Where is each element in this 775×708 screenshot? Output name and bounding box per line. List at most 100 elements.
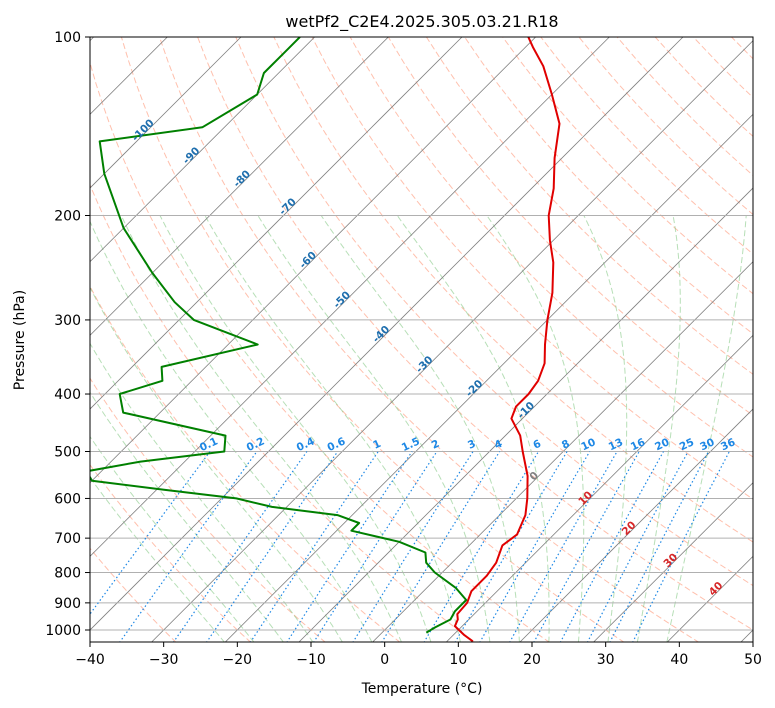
isotherm-line bbox=[90, 37, 610, 557]
mixing-ratio-line bbox=[249, 451, 379, 642]
series-lines bbox=[90, 37, 561, 642]
mixing-ratio-line bbox=[313, 451, 438, 642]
dry-adiabat bbox=[654, 37, 753, 138]
dry-adiabat bbox=[387, 37, 753, 416]
isotherm-label: -50 bbox=[331, 289, 353, 311]
isotherm-line bbox=[519, 408, 753, 642]
isotherm-line bbox=[90, 37, 463, 410]
dry-adiabat bbox=[90, 285, 401, 642]
moist-adiabat bbox=[120, 215, 402, 642]
moist-adiabat bbox=[636, 215, 681, 642]
x-tick-label: 10 bbox=[449, 652, 467, 668]
moist-adiabat bbox=[159, 215, 432, 642]
isotherm-line bbox=[90, 37, 242, 189]
x-tick-label: 50 bbox=[744, 652, 762, 668]
x-axis-label: Temperature (°C) bbox=[361, 681, 483, 697]
plot-frame bbox=[89, 36, 754, 643]
x-tick-label: 30 bbox=[597, 652, 615, 668]
isotherm-line bbox=[90, 37, 389, 336]
y-axis: 100 200 300 400 500 600 700 800 900 1000 bbox=[45, 30, 90, 639]
dry-adiabat bbox=[616, 37, 753, 177]
isotherm-line bbox=[90, 37, 536, 484]
isotherm-line bbox=[151, 40, 753, 642]
y-tick-label: 600 bbox=[54, 491, 81, 507]
y-tick-label: 1000 bbox=[45, 623, 81, 639]
dry-adiabat bbox=[90, 464, 252, 642]
mixing-ratio-line bbox=[559, 451, 665, 642]
y-tick-label: 100 bbox=[54, 30, 81, 46]
mixing-ratio-line bbox=[509, 451, 618, 642]
dry-adiabat bbox=[90, 377, 326, 642]
dry-adiabat bbox=[197, 37, 753, 631]
dry-adiabat bbox=[349, 37, 753, 458]
mixing-ratio-line bbox=[586, 451, 689, 642]
mixing-ratio-label: 30 bbox=[698, 436, 716, 453]
moist-adiabat bbox=[486, 215, 585, 642]
isotherm-line bbox=[666, 555, 753, 642]
x-tick-label: −30 bbox=[149, 652, 179, 668]
isotherm-label: -90 bbox=[181, 145, 203, 167]
y-tick-label: 900 bbox=[54, 596, 81, 612]
moist-adiabat bbox=[257, 215, 491, 642]
moist-adiabat bbox=[90, 391, 284, 642]
dry-adiabat bbox=[90, 61, 550, 642]
isotherm-line bbox=[372, 261, 753, 642]
moist-adiabat bbox=[583, 215, 628, 642]
moist-adiabats bbox=[90, 215, 747, 642]
isotherm-label: -30 bbox=[414, 354, 436, 376]
mixing-ratio-line bbox=[423, 451, 540, 642]
mixing-ratio-label: 3 bbox=[466, 438, 478, 452]
moist-adiabat bbox=[90, 476, 225, 642]
mixing-ratio-line bbox=[172, 451, 308, 642]
isotherm-lines bbox=[90, 37, 753, 642]
y-tick-label: 300 bbox=[54, 313, 81, 329]
x-tick-label: 0 bbox=[380, 652, 389, 668]
dry-adiabat bbox=[502, 37, 753, 295]
dry-adiabat bbox=[90, 183, 476, 642]
mixing-ratio-label: 16 bbox=[629, 436, 647, 453]
isotherm-label: 10 bbox=[576, 489, 595, 508]
isotherm-line bbox=[740, 629, 753, 642]
mixing-ratio-line bbox=[286, 451, 413, 642]
pressure-gridlines bbox=[90, 37, 753, 631]
dry-adiabat bbox=[159, 37, 700, 642]
mixing-ratio-line bbox=[632, 451, 730, 642]
dry-adiabat bbox=[90, 547, 177, 642]
dry-adiabat bbox=[770, 37, 775, 643]
x-tick-label: −10 bbox=[296, 652, 326, 668]
y-tick-label: 700 bbox=[54, 531, 81, 547]
mixing-ratio-lines bbox=[90, 451, 730, 642]
isotherm-label: -80 bbox=[231, 168, 253, 190]
x-tick-label: 40 bbox=[670, 652, 688, 668]
mixing-ratio-line bbox=[352, 451, 474, 642]
isotherm-line bbox=[90, 37, 684, 631]
isotherm-line bbox=[224, 113, 753, 642]
mixing-ratio-label: 6 bbox=[531, 438, 543, 452]
moist-adiabat bbox=[90, 342, 314, 642]
isotherm-line bbox=[90, 37, 315, 263]
isotherm-label: 40 bbox=[707, 580, 726, 599]
isotherm-label: -100 bbox=[130, 117, 157, 144]
isotherm-label: -70 bbox=[277, 196, 299, 218]
dry-adiabat bbox=[692, 37, 753, 99]
dry-adiabat bbox=[235, 37, 753, 587]
mixing-ratio-label: 8 bbox=[560, 438, 572, 452]
chart-title: wetPf2_C2E4.2025.305.03.21.R18 bbox=[285, 12, 558, 32]
isotherm-label: 30 bbox=[661, 551, 680, 570]
mixing-ratio-label: 10 bbox=[579, 436, 597, 453]
y-tick-label: 500 bbox=[54, 444, 81, 460]
mixing-ratio-label: 4 bbox=[493, 438, 505, 452]
mixing-ratio-line bbox=[533, 451, 640, 642]
moist-adiabat bbox=[90, 220, 373, 642]
plot-area: 0.1 0.2 0.4 0.6 1 1.5 2 3 4 6 8 10 13 16 20 25 30 36-100-… bbox=[89, 36, 775, 643]
moist-adiabat bbox=[320, 215, 520, 642]
moist-adiabat bbox=[666, 215, 747, 642]
mixing-ratio-line bbox=[90, 451, 211, 616]
mixing-ratio-label: 2 bbox=[430, 438, 442, 452]
mixing-ratio-label: 1 bbox=[371, 438, 383, 452]
dry-adiabat bbox=[120, 37, 625, 642]
y-tick-label: 400 bbox=[54, 387, 81, 403]
moist-adiabat bbox=[90, 286, 343, 642]
dry-adiabat bbox=[464, 37, 753, 335]
